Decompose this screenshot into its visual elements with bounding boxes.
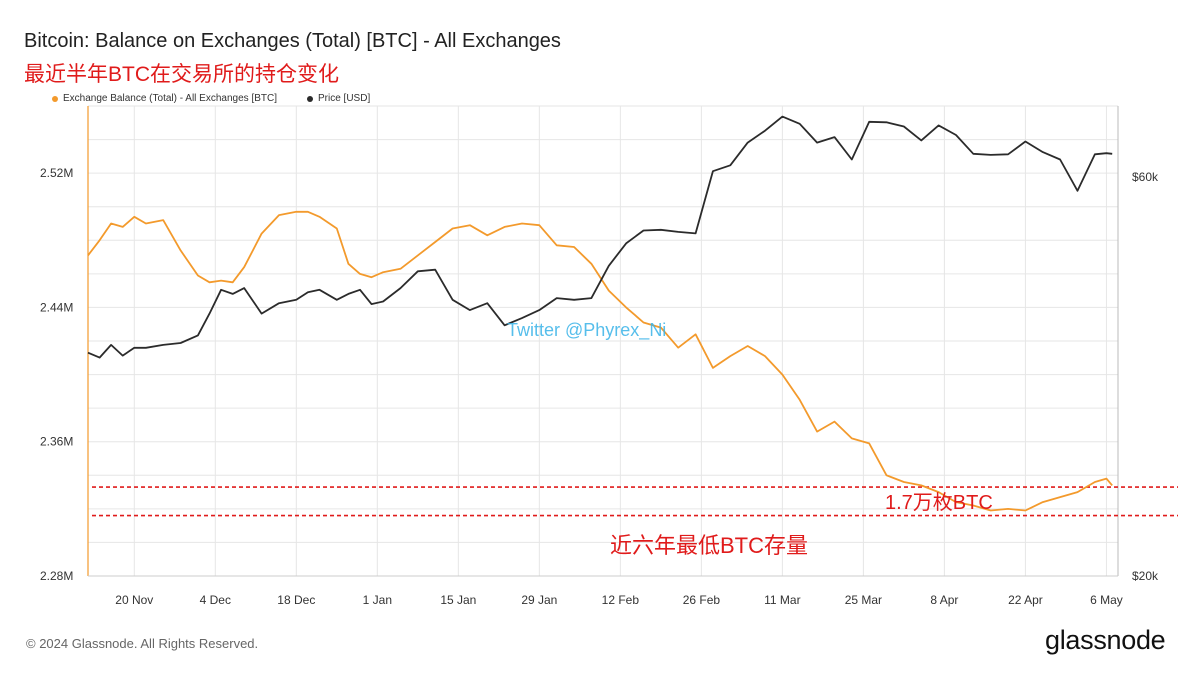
x-tick-label: 25 Mar (845, 593, 882, 607)
chart-subtitle: 最近半年BTC在交易所的持仓变化 (24, 63, 339, 86)
x-tick-label: 22 Apr (1008, 593, 1043, 607)
x-tick-label: 6 May (1090, 593, 1123, 607)
y-right-tick-label: $20k (1132, 569, 1159, 583)
reference-lines (92, 486, 1178, 517)
annotation-low: 近六年最低BTC存量 (610, 533, 809, 558)
legend: Exchange Balance (Total) - All Exchanges… (52, 93, 370, 104)
x-tick-label: 29 Jan (521, 593, 557, 607)
legend-item-balance[interactable]: Exchange Balance (Total) - All Exchanges… (52, 93, 277, 104)
tick-labels: 2.52M 2.44M 2.36M 2.28M $60k $20k 20 Nov 4 Dec 1… (40, 166, 1159, 607)
x-tick-label: 1 Jan (363, 593, 392, 607)
series-line-price (87, 115, 1113, 359)
legend-item-price[interactable]: Price [USD] (307, 93, 370, 104)
y-left-tick-label: 2.36M (40, 435, 73, 449)
watermark: Twitter @Phyrex_Ni (507, 320, 667, 340)
y-left-tick-label: 2.52M (40, 166, 73, 180)
legend-dot-price (307, 95, 313, 102)
legend-label-balance: Exchange Balance (Total) - All Exchanges… (63, 93, 277, 104)
x-tick-label: 26 Feb (683, 593, 721, 607)
x-tick-label: 15 Jan (440, 593, 476, 607)
x-tick-label: 8 Apr (930, 593, 958, 607)
y-right-tick-label: $60k (1132, 170, 1159, 184)
y-left-tick-label: 2.44M (40, 300, 73, 314)
x-tick-label: 20 Nov (115, 593, 153, 607)
axis-layer (87, 106, 1119, 577)
annotation-diff: 1.7万枚BTC (885, 492, 993, 514)
series-line-balance (87, 210, 1113, 512)
legend-label-price: Price [USD] (318, 93, 371, 104)
y-left-tick-label: 2.28M (40, 569, 73, 583)
copyright: © 2024 Glassnode. All Rights Reserved. (26, 636, 259, 651)
brand-logo: glassnode (1045, 625, 1166, 655)
x-tick-label: 11 Mar (764, 593, 800, 607)
series-layer (87, 115, 1113, 512)
chart-title: Bitcoin: Balance on Exchanges (Total) [B… (24, 30, 561, 52)
legend-dot-balance (52, 95, 58, 102)
x-tick-label: 12 Feb (602, 593, 640, 607)
x-tick-label: 18 Dec (277, 593, 315, 607)
x-tick-label: 4 Dec (200, 593, 231, 607)
